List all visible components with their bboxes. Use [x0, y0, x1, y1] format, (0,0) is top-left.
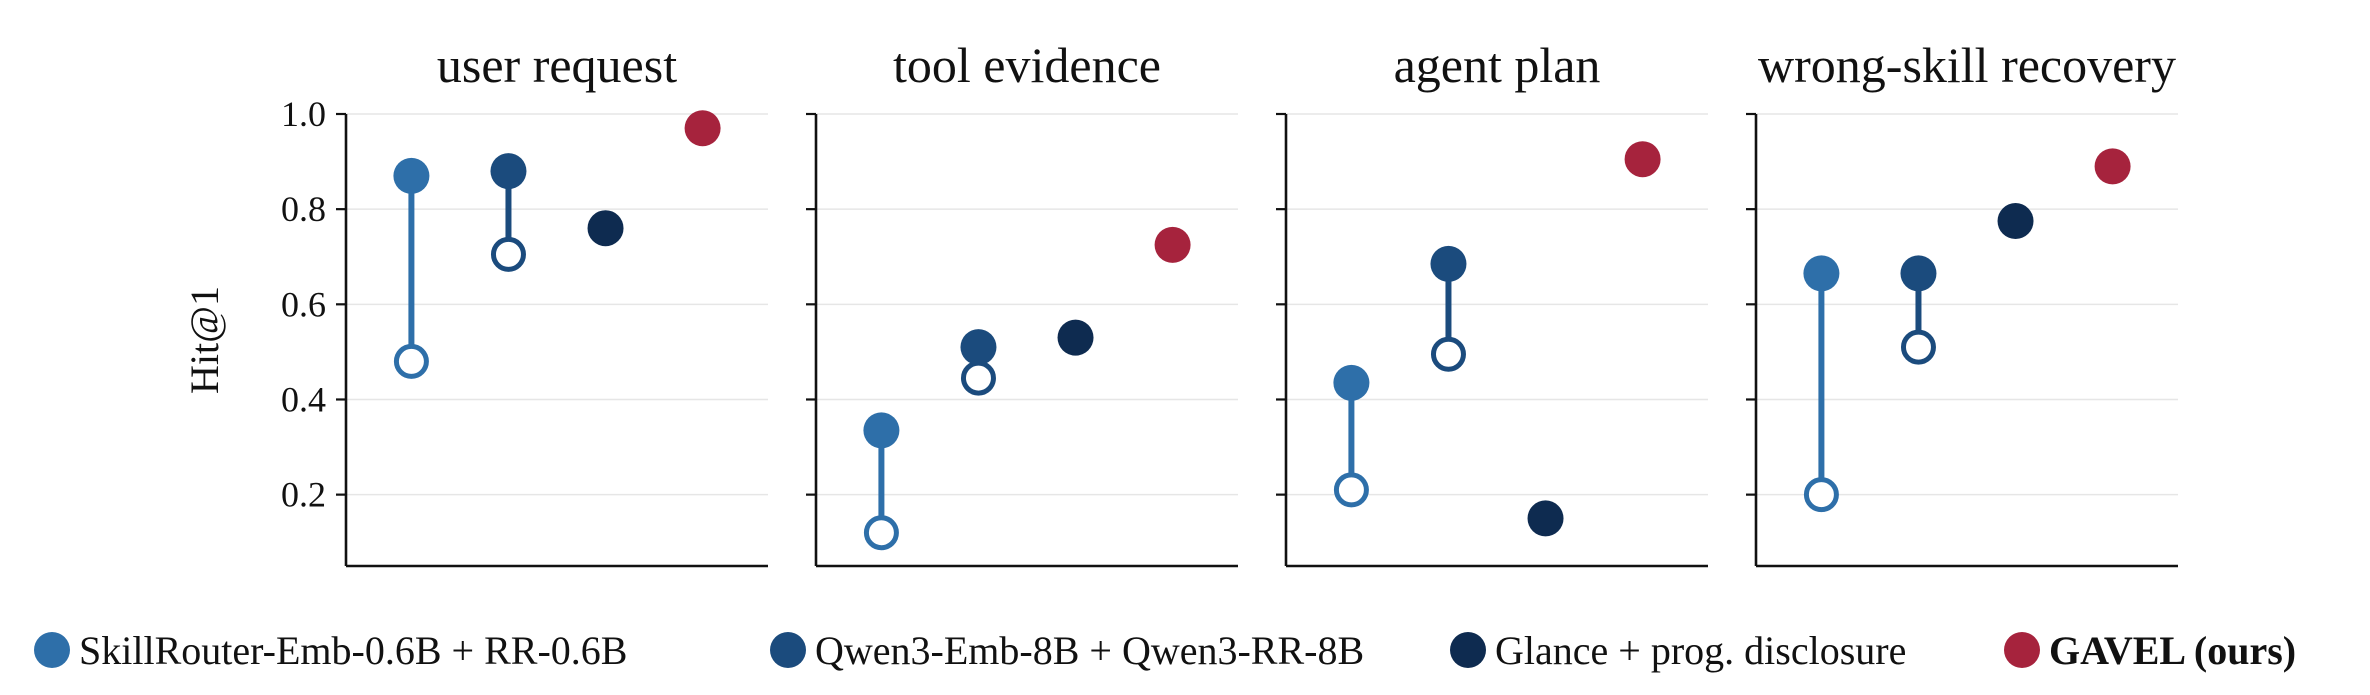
baseline-point-skillrouter	[863, 515, 899, 551]
point-glance	[1057, 319, 1094, 356]
legend-marker-gavel	[2004, 632, 2040, 668]
point-skillrouter	[393, 157, 430, 194]
legend-label-gavel: GAVEL (ours)	[2049, 628, 2296, 673]
baseline-point-skillrouter	[393, 343, 429, 379]
panel-title: tool evidence	[893, 37, 1161, 93]
point-glance	[1997, 203, 2034, 240]
legend-label-qwen3: Qwen3-Emb-8B + Qwen3-RR-8B	[815, 628, 1364, 673]
point-gavel	[1624, 141, 1661, 178]
point-qwen3	[1900, 255, 1937, 292]
point-glance	[587, 210, 624, 247]
point-gavel	[1154, 226, 1191, 263]
point-glance	[1527, 500, 1564, 537]
baseline-point-skillrouter	[1803, 477, 1839, 513]
panel-title: agent plan	[1394, 37, 1601, 93]
legend-label-glance: Glance + prog. disclosure	[1495, 628, 1906, 673]
y-tick-label: 1.0	[281, 94, 326, 134]
point-gavel	[684, 110, 721, 147]
panel-title: wrong-skill recovery	[1758, 37, 2176, 93]
y-tick-label: 0.6	[281, 284, 326, 324]
legend-marker-skillrouter	[34, 632, 70, 668]
baseline-point-skillrouter	[1333, 472, 1369, 508]
baseline-point-qwen3	[1900, 329, 1936, 365]
point-skillrouter	[863, 412, 900, 449]
y-tick-label: 0.2	[281, 475, 326, 515]
point-qwen3	[960, 329, 997, 366]
baseline-point-qwen3	[1430, 336, 1466, 372]
baseline-point-qwen3	[960, 360, 996, 396]
point-qwen3	[1430, 245, 1467, 282]
point-qwen3	[490, 153, 527, 190]
y-tick-label: 0.4	[281, 379, 326, 419]
legend-label-skillrouter: SkillRouter-Emb-0.6B + RR-0.6B	[79, 628, 627, 673]
legend-marker-qwen3	[770, 632, 806, 668]
y-tick-label: 0.8	[281, 189, 326, 229]
panel-title: user request	[437, 37, 677, 93]
baseline-point-qwen3	[490, 236, 526, 272]
legend-marker-glance	[1450, 632, 1486, 668]
point-skillrouter	[1803, 255, 1840, 292]
y-axis-label: Hit@1	[182, 286, 227, 394]
point-gavel	[2094, 148, 2131, 185]
point-skillrouter	[1333, 364, 1370, 401]
